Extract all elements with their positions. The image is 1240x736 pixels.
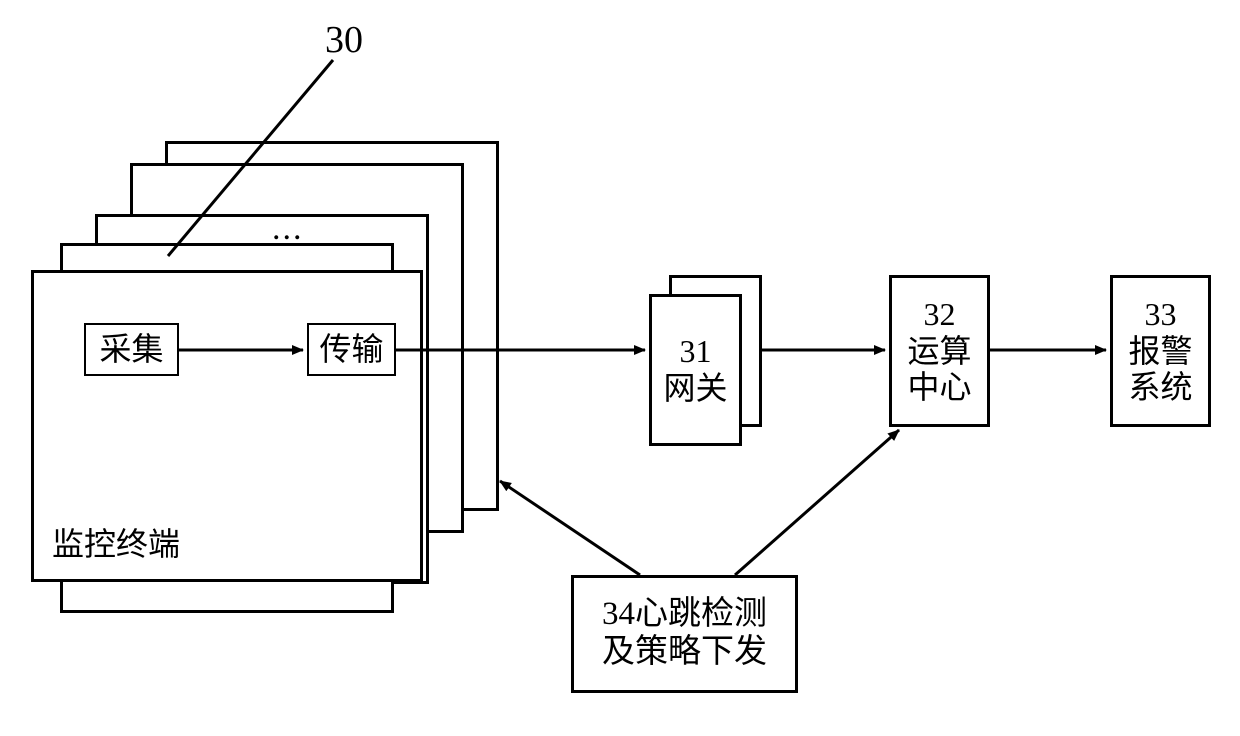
compute-line1: 运算 bbox=[907, 333, 971, 370]
transmit-label: 传输 bbox=[319, 331, 383, 368]
gateway-label: 网关 bbox=[663, 370, 727, 407]
compute-num: 32 bbox=[924, 296, 956, 333]
alarm-box: 33 报警 系统 bbox=[1110, 275, 1211, 427]
compute-line2: 中心 bbox=[907, 369, 971, 406]
alarm-line2: 系统 bbox=[1128, 369, 1192, 406]
heartbeat-line1: 34心跳检测 bbox=[602, 596, 767, 634]
gateway-num: 31 bbox=[680, 333, 712, 370]
terminal-label: 监控终端 bbox=[52, 526, 180, 563]
label-30: 30 bbox=[325, 18, 363, 62]
collect-label: 采集 bbox=[99, 331, 163, 368]
compute-box: 32 运算 中心 bbox=[889, 275, 990, 427]
alarm-line1: 报警 bbox=[1128, 333, 1192, 370]
alarm-num: 33 bbox=[1145, 296, 1177, 333]
collect-box: 采集 bbox=[84, 323, 179, 376]
label-ellipsis: ... bbox=[272, 210, 304, 248]
terminal-card-front: 监控终端 bbox=[31, 270, 423, 582]
heartbeat-box: 34心跳检测 及策略下发 bbox=[571, 575, 798, 693]
arrow-heartbeat-terminal bbox=[500, 481, 640, 575]
arrow-heartbeat-compute bbox=[735, 430, 899, 575]
heartbeat-line2: 及策略下发 bbox=[602, 634, 767, 672]
transmit-box: 传输 bbox=[307, 323, 396, 376]
gateway-card-front: 31 网关 bbox=[649, 294, 742, 446]
diagram-canvas: 监控终端 采集 传输 31 网关 32 运算 中心 33 报警 系统 34心跳检… bbox=[0, 0, 1240, 736]
